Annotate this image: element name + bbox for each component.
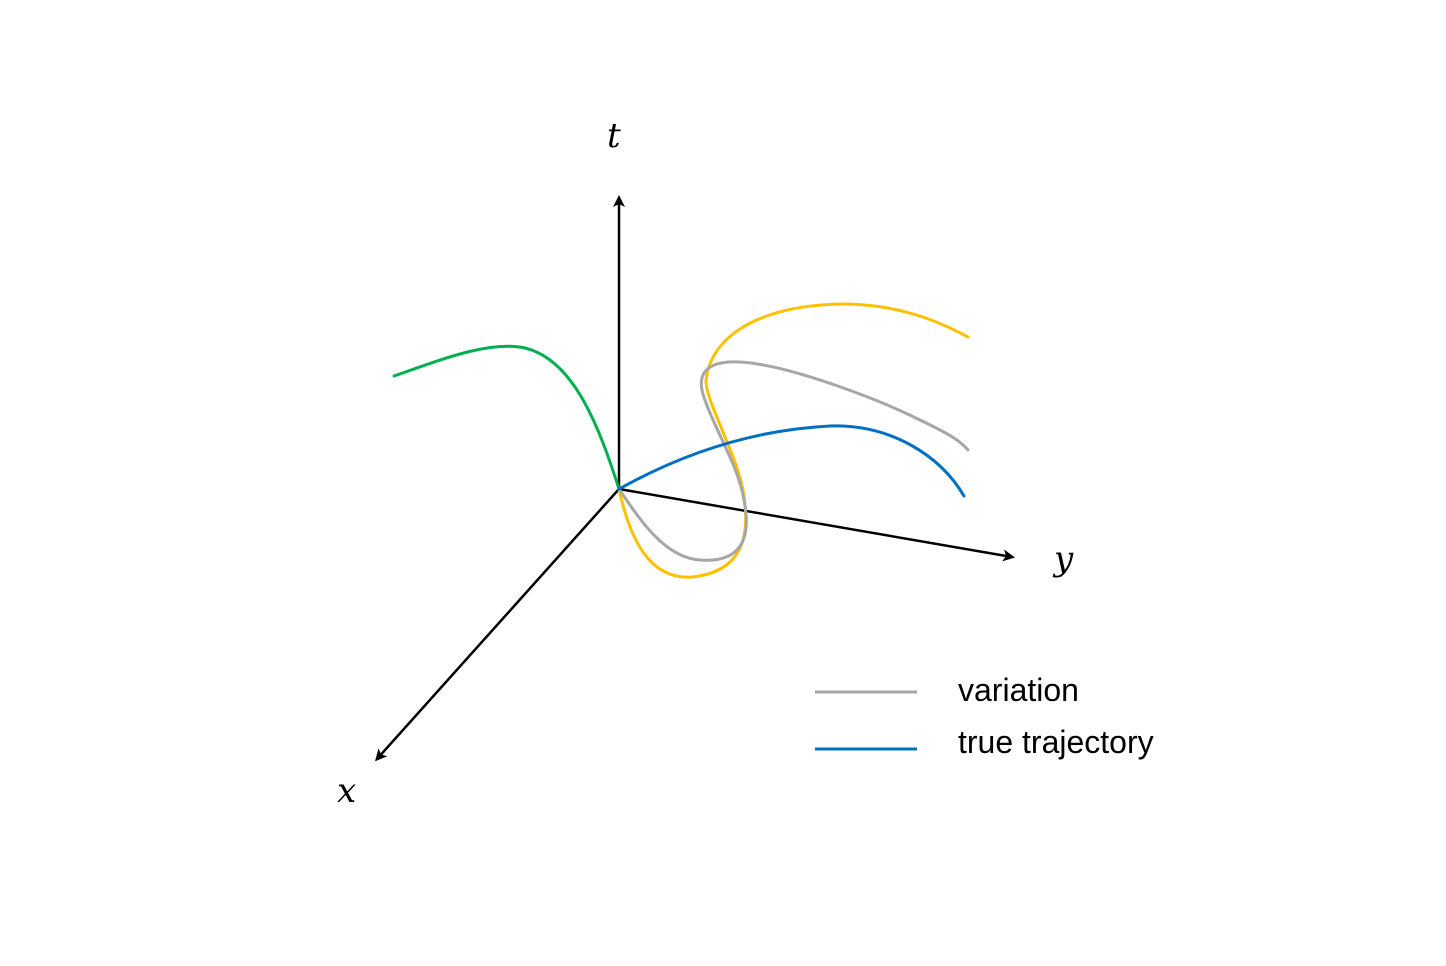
gray-curve bbox=[617, 360, 970, 562]
t-axis-label: t bbox=[607, 116, 621, 156]
x-axis-label: x bbox=[337, 771, 356, 811]
x-axis bbox=[374, 488, 620, 762]
legend-label-true-trajectory: true trajectory bbox=[958, 724, 1154, 760]
blue-curve bbox=[617, 424, 966, 498]
y-axis-label: y bbox=[1052, 539, 1074, 579]
y-axis bbox=[618, 487, 1015, 562]
legend-label-variation: variation bbox=[958, 672, 1079, 708]
green-curve bbox=[392, 344, 621, 491]
yellow-curve bbox=[617, 302, 970, 579]
